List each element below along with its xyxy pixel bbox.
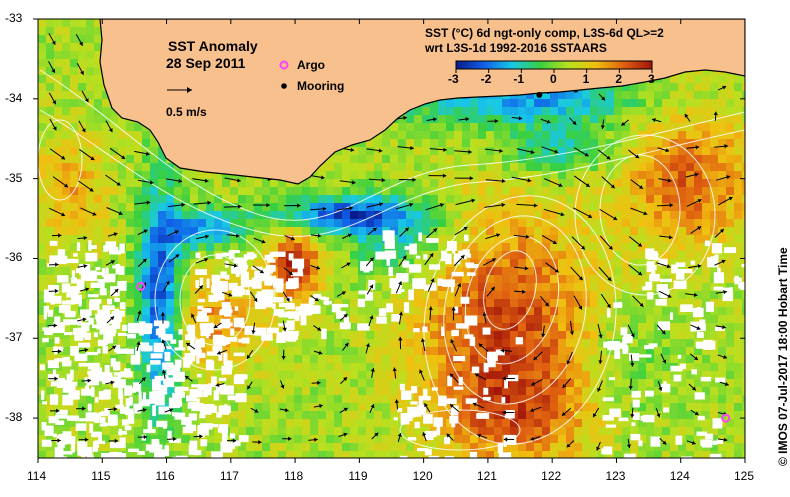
lat-label-minus-34: -34 [5,91,22,105]
lon-label-124: 124 [670,469,690,483]
lon-label-118: 118 [284,469,303,483]
lat-label-minus-35: -35 [5,171,22,185]
lon-label-117: 117 [220,469,239,483]
colorbar-tick-0: -3 [448,72,459,86]
lon-label-122: 122 [541,469,561,483]
lat-label-minus-38: -38 [5,410,22,424]
legend-mooring-label: Mooring [297,79,344,93]
colorbar-title: SST (°C) 6d ngt-only comp, L3S-6d QL>=2 [425,26,664,40]
lon-label-120: 120 [413,469,433,483]
colorbar-subtitle: wrt L3S-1d 1992-2016 SSTAARS [425,41,607,55]
lat-label-minus-33: -33 [5,11,22,25]
colorbar-tick-1: -2 [481,72,492,86]
lon-label-116: 116 [156,469,175,483]
scale-label: 0.5 m/s [166,105,207,119]
lon-label-123: 123 [605,469,625,483]
colorbar-tick-2: -1 [513,72,524,86]
colorbar-tick-5: 2 [615,72,622,86]
map-date: 28 Sep 2011 [166,55,245,71]
colorbar-tick-6: 3 [648,72,655,86]
map-title: SST Anomaly [168,38,258,54]
imos-credit: © IMOS 07-Jul-2017 18:00 Hobart Time [776,247,790,466]
lon-label-119: 119 [348,469,367,483]
lon-label-125: 125 [734,469,754,483]
lat-label-minus-36: -36 [5,250,22,264]
lon-label-114: 114 [27,469,46,483]
colorbar-tick-3: 0 [550,72,557,86]
lat-label-minus-37: -37 [5,330,22,344]
lon-label-115: 115 [91,469,110,483]
legend-argo-label: Argo [297,58,325,72]
mooring-marker [536,92,542,98]
lon-label-121: 121 [477,469,497,483]
colorbar-tick-4: 1 [583,72,590,86]
legend-mooring-marker [281,83,287,89]
